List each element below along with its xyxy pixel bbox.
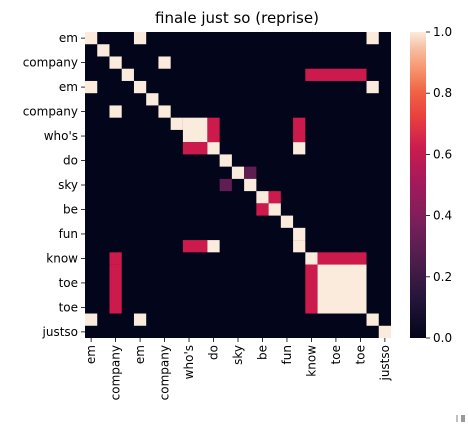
colorbar-tick-label: 1.0 (433, 25, 452, 39)
col-tick-label: company (109, 345, 123, 400)
col-tick-label: company (158, 345, 172, 400)
heatmap-cell-8 (85, 80, 98, 94)
heatmap-cell-27 (268, 191, 281, 204)
heatmap-cell-34 (293, 240, 306, 253)
colorbar-tick-label: 0.6 (433, 147, 452, 161)
heatmap-cell-2 (366, 32, 379, 45)
row-tick-label: know (46, 251, 78, 265)
heatmap-cell-38 (109, 264, 122, 314)
heatmap-cell-1 (133, 32, 147, 45)
heatmap-cell-10 (366, 80, 379, 94)
heatmap-cell-11 (146, 93, 159, 106)
chart-title: finale just so (reprise) (155, 9, 319, 27)
heatmap-cell-21 (219, 154, 232, 167)
colorbar-tick-label: 0.4 (433, 209, 452, 223)
heatmap-cell-3 (97, 44, 110, 57)
heatmap-cell-4 (109, 56, 122, 69)
heatmap-cell-5 (158, 56, 171, 69)
heatmap-cell-42 (133, 313, 147, 326)
heatmap-cell-31 (293, 227, 306, 241)
row-tick-label: em (59, 80, 78, 94)
colorbar-tick-label: 0.0 (433, 331, 452, 345)
heatmap-cell-35 (109, 252, 122, 265)
row-tick-label: company (23, 105, 78, 119)
col-tick-label: sky (231, 345, 245, 365)
heatmap-cell-30 (280, 215, 294, 228)
row-tick-label: toe (59, 276, 78, 290)
row-tick-label: be (63, 202, 78, 216)
row-tick-labels: em company em company who's do sky be fun know toe… (23, 31, 85, 339)
col-tick-label: toe (353, 345, 367, 364)
col-tick-labels: em company em company who's do sky be fun know toe… (84, 338, 392, 400)
heatmap-cell-13 (158, 105, 171, 118)
heatmap-cell-9 (133, 80, 147, 94)
heatmap-cell-0 (85, 32, 98, 45)
colorbar-tick-label: 0.8 (433, 86, 452, 100)
colorbar: 0.0 0.2 0.4 0.6 0.8 1.0 (410, 25, 452, 345)
col-tick-label: fun (280, 345, 294, 364)
heatmap-cell-20 (293, 142, 306, 155)
col-tick-label: do (207, 345, 221, 360)
col-tick-label: em (133, 345, 147, 364)
heatmap-cell-39 (305, 264, 318, 314)
heatmap-cell-12 (109, 105, 122, 118)
corner-resize-icon (456, 415, 465, 422)
col-tick-label: toe (329, 345, 343, 364)
heatmap-cell-17 (293, 117, 306, 143)
col-tick-label: who's (182, 345, 196, 379)
heatmap-cell-40 (317, 264, 367, 314)
heatmap-cell-29 (268, 203, 281, 216)
heatmap-cell-25 (244, 178, 257, 192)
heatmap-cell-23 (244, 166, 257, 179)
row-tick-label: toe (59, 300, 78, 314)
heatmap-cell-41 (85, 313, 98, 326)
heatmap-cell-33 (207, 240, 220, 253)
col-tick-label: be (255, 345, 269, 360)
row-tick-label: sky (58, 178, 78, 192)
heatmap-cell-36 (305, 252, 318, 265)
heatmap-cell-15 (182, 117, 208, 143)
col-tick-label: justso (378, 345, 392, 382)
heatmap-cell-32 (182, 240, 208, 253)
heatmap-cell-14 (170, 117, 183, 130)
heatmap-cell-37 (317, 252, 367, 265)
col-tick-label: em (84, 345, 98, 364)
heatmap-cell-7 (305, 68, 367, 81)
heatmap-cell-18 (182, 142, 208, 155)
col-tick-label: know (304, 345, 318, 377)
heatmap-cell-44 (378, 325, 391, 338)
heatmap-cell-6 (121, 68, 134, 81)
row-tick-label: fun (59, 227, 78, 241)
colorbar-gradient (410, 32, 426, 338)
row-tick-label: company (23, 56, 78, 70)
heatmap-cell-24 (219, 178, 232, 192)
heatmap-cell-22 (231, 166, 245, 179)
heatmap-cell-43 (366, 313, 379, 326)
heatmap-cell-26 (256, 191, 269, 204)
row-tick-label: do (63, 154, 78, 168)
heatmap-cell-16 (207, 117, 220, 143)
heatmap-area (85, 32, 391, 338)
colorbar-tick-label: 0.2 (433, 270, 452, 284)
row-tick-label: justso (42, 325, 79, 339)
row-tick-label: em (59, 31, 78, 45)
row-tick-label: who's (44, 129, 78, 143)
heatmap-cell-28 (256, 203, 269, 216)
heatmap-cell-19 (207, 142, 220, 155)
